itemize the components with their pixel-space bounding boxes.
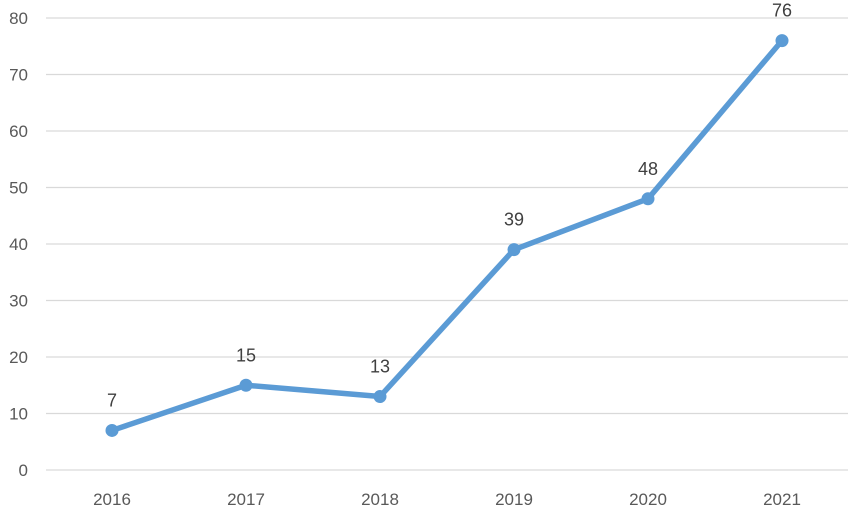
data-label: 48	[638, 159, 658, 179]
gridlines	[46, 17, 848, 471]
data-point	[775, 34, 789, 48]
x-tick-label: 2018	[361, 490, 399, 509]
data-label: 7	[107, 390, 117, 410]
data-label: 13	[370, 357, 390, 377]
x-axis-tick-labels: 2016 2017 2018 2019 2020 2021	[93, 490, 801, 509]
x-tick-label: 2020	[629, 490, 667, 509]
data-point	[507, 243, 521, 257]
series	[105, 34, 789, 437]
y-tick-label: 80	[9, 9, 28, 28]
y-tick-label: 50	[9, 179, 28, 198]
x-tick-label: 2019	[495, 490, 533, 509]
x-tick-label: 2017	[227, 490, 265, 509]
y-tick-label: 0	[19, 461, 28, 480]
data-labels: 7 15 13 39 48 76	[107, 1, 792, 411]
y-tick-label: 60	[9, 122, 28, 141]
data-point	[239, 378, 253, 392]
data-label: 39	[504, 210, 524, 230]
y-tick-label: 70	[9, 66, 28, 85]
data-point	[641, 192, 655, 206]
data-label: 76	[772, 1, 792, 21]
x-tick-label: 2021	[763, 490, 801, 509]
y-tick-label: 10	[9, 405, 28, 424]
series-line	[109, 37, 785, 434]
y-tick-label: 30	[9, 292, 28, 311]
data-point	[373, 390, 387, 404]
data-point	[105, 423, 119, 437]
y-axis-tick-labels: 0 10 20 30 40 50 60 70 80	[9, 9, 28, 480]
x-tick-label: 2016	[93, 490, 131, 509]
data-label: 15	[236, 345, 256, 365]
y-tick-label: 40	[9, 235, 28, 254]
y-tick-label: 20	[9, 348, 28, 367]
